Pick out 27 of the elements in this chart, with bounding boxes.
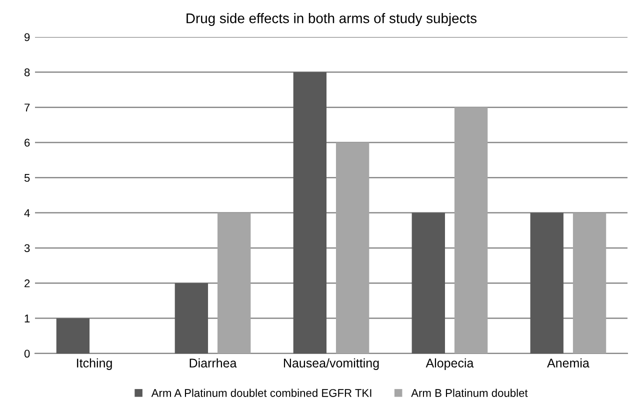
bar	[174, 283, 208, 354]
y-tick-label: 6	[24, 138, 30, 147]
y-tick-label: 9	[24, 33, 30, 42]
bar	[454, 107, 488, 354]
x-tick-label: Diarrhea	[190, 358, 237, 368]
y-tick-label: 1	[24, 314, 30, 322]
bar	[56, 318, 90, 354]
y-tick-label: 8	[24, 68, 30, 76]
legend-label: Arm A Platinum doublet combined EGFR TKI	[151, 388, 372, 397]
y-tick-label: 5	[24, 174, 30, 182]
x-tick-label: Anemia	[547, 358, 590, 368]
y-tick-label: 2	[24, 279, 30, 288]
y-tick-label: 4	[24, 209, 30, 217]
x-tick-label: Alopecia	[426, 358, 474, 370]
y-tick-label: 0	[24, 350, 30, 358]
bar	[530, 212, 564, 354]
x-tick-label: Nausea/vomitting	[284, 358, 379, 370]
bar	[217, 212, 251, 354]
bar	[293, 72, 326, 354]
bar	[336, 142, 370, 354]
legend-label: Arm B Platinum doublet	[411, 388, 528, 397]
x-tick-label: Itching	[77, 358, 112, 370]
bar	[412, 212, 445, 354]
y-tick-label: 3	[24, 244, 30, 252]
bar	[572, 212, 606, 354]
chart-title: Drug side effects in both arms of study subjects	[186, 13, 477, 26]
y-tick-label: 7	[24, 104, 30, 112]
